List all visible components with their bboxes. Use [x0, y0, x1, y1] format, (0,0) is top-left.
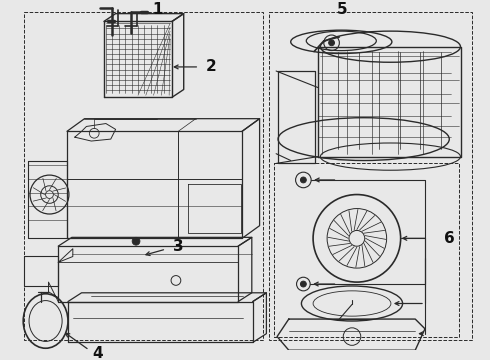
Circle shape — [329, 40, 335, 46]
Text: 3: 3 — [173, 239, 184, 253]
Bar — [274, 163, 459, 337]
Text: 5: 5 — [337, 2, 347, 17]
Text: 1: 1 — [152, 2, 163, 17]
Circle shape — [300, 177, 306, 183]
Text: 4: 4 — [92, 346, 103, 360]
Bar — [24, 12, 263, 341]
Text: 2: 2 — [206, 59, 217, 75]
Text: 6: 6 — [444, 231, 455, 246]
Bar — [270, 12, 472, 341]
Circle shape — [300, 281, 306, 287]
Circle shape — [132, 237, 140, 245]
